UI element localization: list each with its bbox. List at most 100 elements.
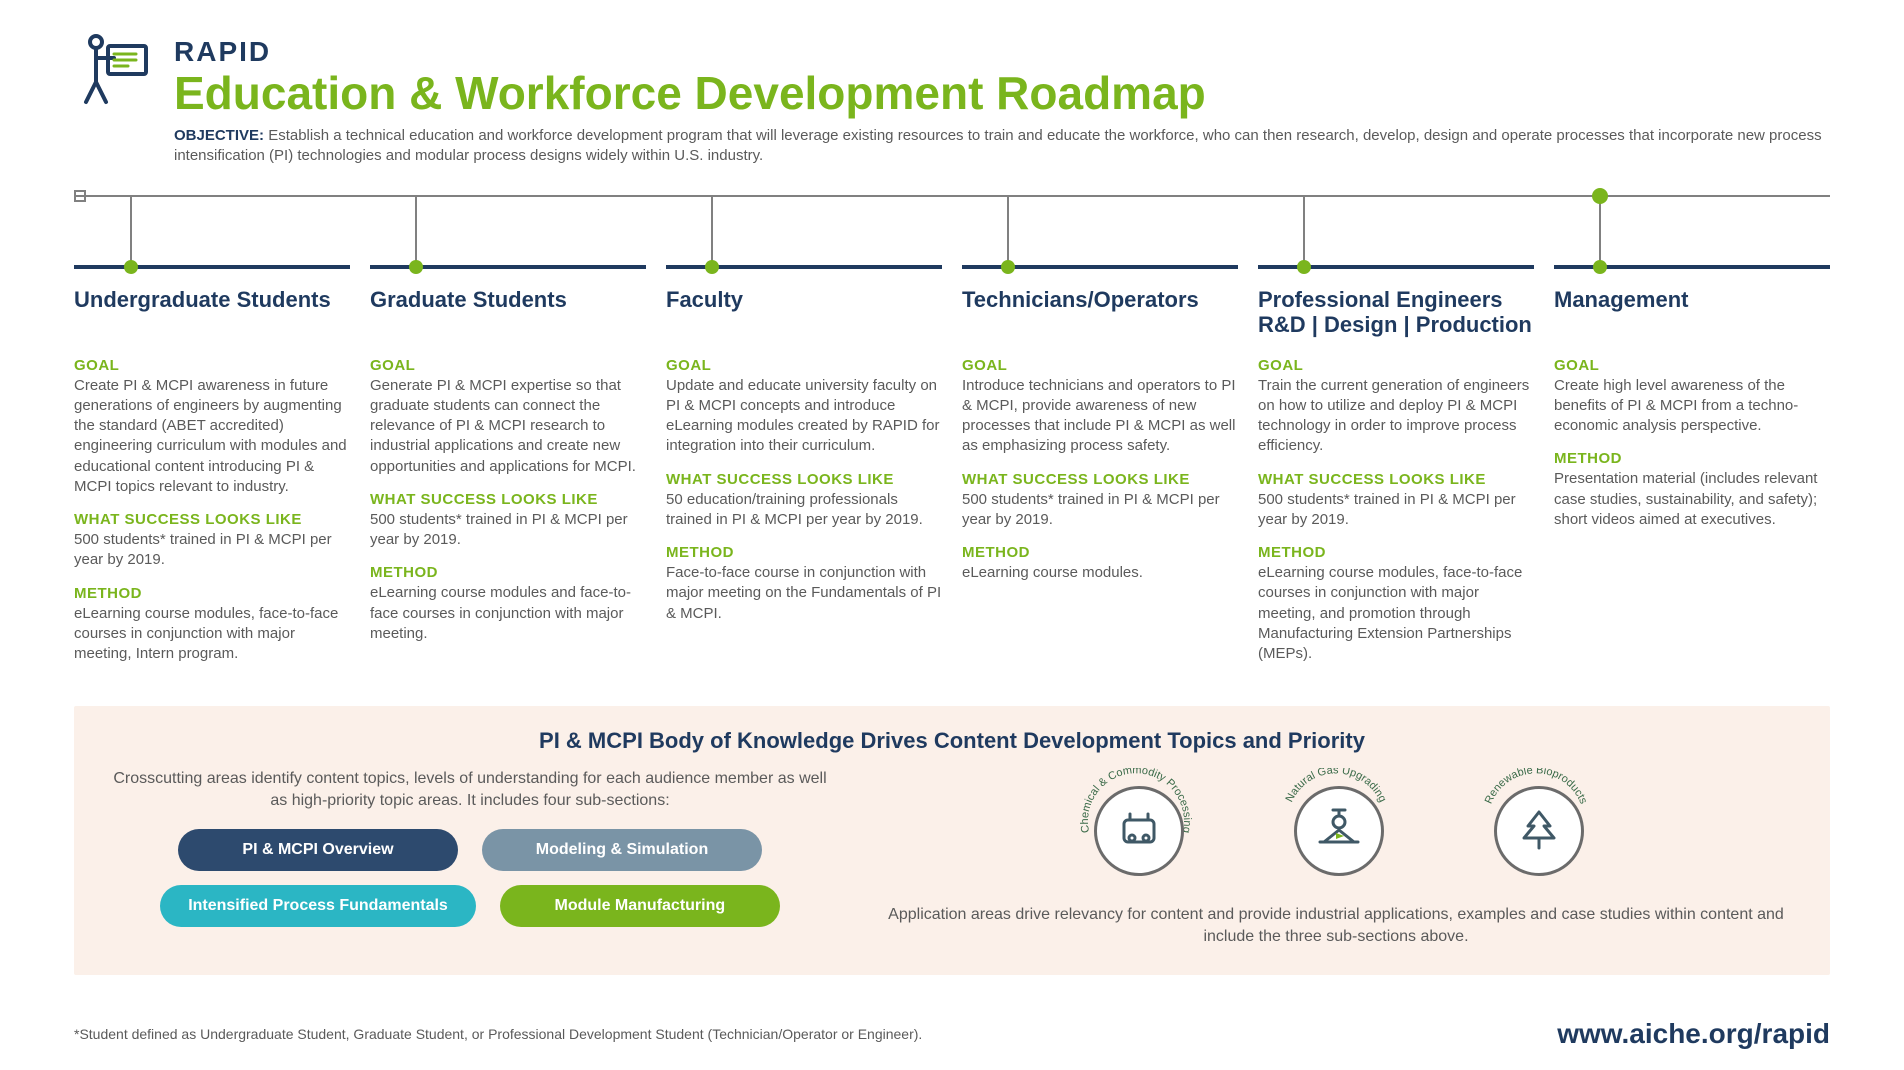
column-dot-icon: [1593, 260, 1607, 274]
method-label: METHOD: [962, 544, 1238, 561]
method-label: METHOD: [1258, 544, 1534, 561]
success-text: 500 students* trained in PI & MCPI per y…: [1258, 490, 1534, 531]
goal-label: GOAL: [666, 357, 942, 374]
bok-right: Chemical & Commodity Processing Natural G…: [878, 768, 1794, 947]
method-text: eLearning course modules.: [962, 563, 1238, 583]
bok-pill: Module Manufacturing: [500, 885, 780, 927]
bok-pill: Modeling & Simulation: [482, 829, 762, 871]
timeline-drop: [130, 197, 132, 267]
method-label: METHOD: [370, 564, 646, 581]
timeline-major-dot-icon: [1592, 188, 1608, 204]
goal-label: GOAL: [1554, 357, 1830, 374]
column-topline: [1554, 265, 1830, 269]
success-text: 50 education/training professionals trai…: [666, 490, 942, 531]
bok-circles: Chemical & Commodity Processing Natural G…: [1076, 768, 1596, 888]
column-title: Faculty: [666, 287, 942, 339]
success-label: WHAT SUCCESS LOOKS LIKE: [370, 491, 646, 508]
bok-circle-icon: [1294, 786, 1384, 876]
roadmap-column: Technicians/Operators GOAL Introduce techn…: [962, 265, 1238, 665]
bok-circle-icon: [1094, 786, 1184, 876]
bok-left: Crosscutting areas identify content topi…: [110, 768, 830, 941]
roadmap-column: Graduate Students GOAL Generate PI & MCPI …: [370, 265, 646, 665]
timeline-drop: [415, 197, 417, 267]
goal-text: Generate PI & MCPI expertise so that gra…: [370, 376, 646, 477]
timeline-drop: [1599, 197, 1601, 267]
column-dot-icon: [705, 260, 719, 274]
goal-label: GOAL: [370, 357, 646, 374]
bok-title: PI & MCPI Body of Knowledge Drives Conte…: [110, 728, 1794, 754]
roadmap-column: Professional Engineers R&D | Design | Pr…: [1258, 265, 1534, 665]
method-text: eLearning course modules, face-to-face c…: [74, 604, 350, 665]
timeline-start-marker: [74, 190, 86, 202]
column-dot-icon: [1297, 260, 1311, 274]
column-topline: [74, 265, 350, 269]
column-title: Technicians/Operators: [962, 287, 1238, 339]
roadmap-column: Undergraduate Students GOAL Create PI & MC…: [74, 265, 350, 665]
bok-pill: Intensified Process Fundamentals: [160, 885, 476, 927]
success-label: WHAT SUCCESS LOOKS LIKE: [666, 471, 942, 488]
goal-text: Create high level awareness of the benef…: [1554, 376, 1830, 437]
goal-text: Train the current generation of engineer…: [1258, 376, 1534, 457]
success-label: WHAT SUCCESS LOOKS LIKE: [962, 471, 1238, 488]
bok-circle: Renewable Bioproducts: [1476, 768, 1596, 888]
bok-right-text: Application areas drive relevancy for co…: [878, 904, 1794, 947]
goal-label: GOAL: [962, 357, 1238, 374]
footnote: *Student defined as Undergraduate Studen…: [74, 1026, 922, 1042]
column-title: Professional Engineers R&D | Design | Pr…: [1258, 287, 1534, 339]
title-block: RAPID Education & Workforce Development …: [174, 32, 1206, 120]
header: RAPID Education & Workforce Development …: [74, 32, 1830, 120]
goal-text: Create PI & MCPI awareness in future gen…: [74, 376, 350, 498]
column-title: Management: [1554, 287, 1830, 339]
goal-text: Introduce technicians and operators to P…: [962, 376, 1238, 457]
bok-intro: Crosscutting areas identify content topi…: [110, 768, 830, 811]
bok-circle: Chemical & Commodity Processing: [1076, 768, 1196, 888]
column-dot-icon: [124, 260, 138, 274]
method-text: Presentation material (includes relevant…: [1554, 469, 1830, 530]
column-title: Graduate Students: [370, 287, 646, 339]
bok-circle-icon: [1494, 786, 1584, 876]
method-text: eLearning course modules and face-to-fac…: [370, 583, 646, 644]
timeline-rail: [74, 195, 1830, 197]
pill-row: PI & MCPI Overview Modeling & Simulation: [110, 829, 830, 871]
objective-label: OBJECTIVE:: [174, 127, 264, 144]
method-label: METHOD: [74, 585, 350, 602]
goal-label: GOAL: [74, 357, 350, 374]
main-title: Education & Workforce Development Roadma…: [174, 66, 1206, 120]
page: RAPID Education & Workforce Development …: [0, 0, 1904, 1070]
column-topline: [962, 265, 1238, 269]
column-topline: [370, 265, 646, 269]
method-label: METHOD: [666, 544, 942, 561]
timeline-drop: [1007, 197, 1009, 267]
success-text: 500 students* trained in PI & MCPI per y…: [74, 530, 350, 571]
bok-circle: Natural Gas Upgrading: [1276, 768, 1396, 888]
success-text: 500 students* trained in PI & MCPI per y…: [370, 510, 646, 551]
goal-text: Update and educate university faculty on…: [666, 376, 942, 457]
timeline-drop: [1303, 197, 1305, 267]
method-text: Face-to-face course in conjunction with …: [666, 563, 942, 624]
presenter-icon: [74, 32, 150, 108]
roadmap-columns: Undergraduate Students GOAL Create PI & MC…: [74, 265, 1830, 665]
success-label: WHAT SUCCESS LOOKS LIKE: [74, 511, 350, 528]
roadmap-column: Faculty GOAL Update and educate university…: [666, 265, 942, 665]
pill-row: Intensified Process Fundamentals Module M…: [110, 885, 830, 927]
column-topline: [666, 265, 942, 269]
method-text: eLearning course modules, face-to-face c…: [1258, 563, 1534, 664]
bok-panel: PI & MCPI Body of Knowledge Drives Conte…: [74, 706, 1830, 975]
footer-url: www.aiche.org/rapid: [1557, 1018, 1830, 1050]
objective: OBJECTIVE: Establish a technical educati…: [174, 126, 1830, 167]
column-topline: [1258, 265, 1534, 269]
column-title: Undergraduate Students: [74, 287, 350, 339]
column-dot-icon: [409, 260, 423, 274]
rapid-label: RAPID: [174, 36, 1206, 68]
timeline-drop: [711, 197, 713, 267]
roadmap-column: Management GOAL Create high level awarenes…: [1554, 265, 1830, 665]
method-label: METHOD: [1554, 450, 1830, 467]
bok-pill: PI & MCPI Overview: [178, 829, 458, 871]
bok-body: Crosscutting areas identify content topi…: [110, 768, 1794, 947]
objective-text: Establish a technical education and work…: [174, 127, 1822, 164]
success-text: 500 students* trained in PI & MCPI per y…: [962, 490, 1238, 531]
timeline: [74, 195, 1830, 265]
goal-label: GOAL: [1258, 357, 1534, 374]
success-label: WHAT SUCCESS LOOKS LIKE: [1258, 471, 1534, 488]
column-dot-icon: [1001, 260, 1015, 274]
